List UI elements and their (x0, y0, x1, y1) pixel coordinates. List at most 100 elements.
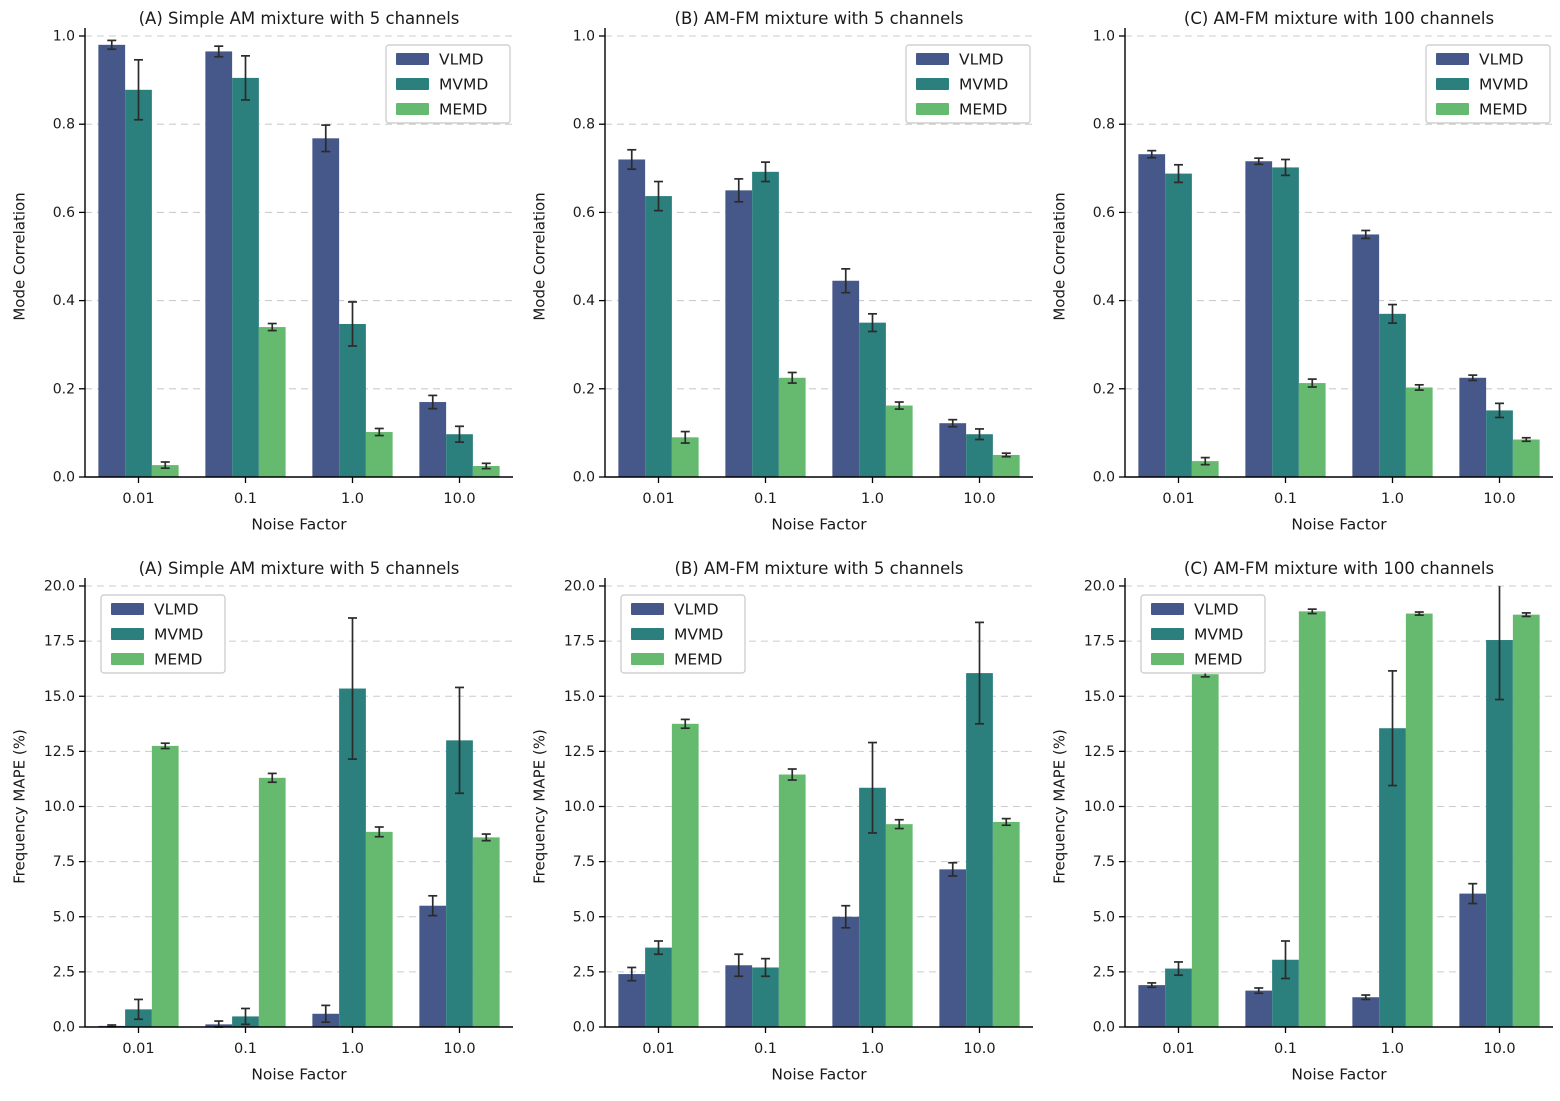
grid-layer: 0.0 0.2 0.4 0.6 0.8 1.0 (573, 29, 1033, 486)
grid-layer: 0.0 2.5 5.0 7.5 10.0 12.5 15.0 17.5 20.0 (1084, 579, 1553, 1036)
legend-swatch-MVMD (631, 628, 664, 640)
legend-label-MVMD: MVMD (1194, 626, 1243, 644)
legend-label-VLMD: VLMD (154, 601, 199, 619)
bar-MEMD-1.0 (885, 405, 913, 477)
y-tick-label: 0.2 (573, 381, 595, 397)
x-axis-label: Noise Factor (251, 516, 347, 534)
legend-swatch-MEMD (396, 103, 429, 115)
legend-label-MVMD: MVMD (1479, 76, 1528, 94)
bars-layer (1138, 149, 1540, 478)
legend-swatch-MVMD (1436, 78, 1469, 90)
bar-VLMD-1.0 (1352, 234, 1380, 477)
x-tick-label: 0.01 (642, 1041, 674, 1057)
x-tick-label: 0.1 (234, 1041, 257, 1057)
x-tick-label: 0.01 (1162, 1041, 1194, 1057)
legend-label-MVMD: MVMD (154, 626, 203, 644)
grid-layer: 0.0 2.5 5.0 7.5 10.0 12.5 15.0 17.5 20.0 (564, 579, 1033, 1036)
y-tick-label: 0.2 (1093, 381, 1115, 397)
y-tick-label: 0.0 (1093, 470, 1115, 486)
y-tick-label: 5.0 (53, 909, 75, 925)
chart-title: (A) Simple AM mixture with 5 channels (138, 9, 460, 28)
legend-label-VLMD: VLMD (439, 51, 484, 69)
legend-swatch-MVMD (396, 78, 429, 90)
y-tick-label: 1.0 (1093, 29, 1115, 45)
x-tick-label: 10.0 (1483, 491, 1515, 507)
bar-MEMD-0.1 (1298, 611, 1326, 1027)
bar-MVMD-1.0 (1379, 313, 1406, 477)
bar-MEMD-0.01 (1191, 461, 1219, 477)
legend-label-VLMD: VLMD (959, 51, 1004, 69)
legend-label-MEMD: MEMD (674, 651, 723, 669)
bar-chart-mode-corr-c: 0.0 0.2 0.4 0.6 0.8 1.0 0.01 0.1 1.0 10.0 Noise Fa… (1051, 28, 1553, 534)
bar-MEMD-1.0 (885, 824, 913, 1027)
bar-MEMD-1.0 (1405, 387, 1433, 477)
legend: VLMD MVMD MEMD (385, 44, 511, 124)
chart-title: (B) AM-FM mixture with 5 channels (674, 9, 964, 28)
legend-label-MVMD: MVMD (674, 626, 723, 644)
y-tick-label: 0.4 (573, 293, 595, 309)
y-tick-label: 0.0 (53, 470, 75, 486)
bar-MVMD-0.01 (645, 947, 672, 1027)
y-tick-label: 1.0 (53, 29, 75, 45)
legend-swatch-MVMD (111, 628, 144, 640)
x-axis-label: Noise Factor (771, 1066, 867, 1084)
x-tick-label: 0.01 (122, 491, 154, 507)
chart-title: (C) AM-FM mixture with 100 channels (1183, 9, 1495, 28)
legend-label-VLMD: VLMD (1194, 601, 1239, 619)
legend-label-MVMD: MVMD (439, 76, 488, 94)
bar-MVMD-0.1 (752, 967, 779, 1027)
legend-swatch-MEMD (111, 653, 144, 665)
bar-MEMD-10.0 (992, 821, 1020, 1027)
bar-MVMD-10.0 (1486, 640, 1513, 1027)
bar-VLMD-10.0 (1459, 377, 1487, 477)
y-tick-label: 17.5 (1084, 634, 1115, 650)
legend-swatch-MEMD (1436, 103, 1469, 115)
legend: VLMD MVMD MEMD (620, 594, 746, 674)
y-tick-label: 15.0 (44, 689, 75, 705)
x-tick-label: 1.0 (861, 491, 884, 507)
legend-swatch-VLMD (1436, 53, 1469, 65)
x-axis-label: Noise Factor (1291, 1066, 1387, 1084)
x-tick-label: 10.0 (963, 1041, 995, 1057)
y-tick-label: 0.0 (53, 1020, 75, 1036)
bar-VLMD-1.0 (1352, 997, 1380, 1027)
bar-MEMD-10.0 (472, 837, 500, 1027)
legend: VLMD MVMD MEMD (1425, 44, 1551, 124)
bar-MVMD-0.01 (125, 89, 152, 477)
legend: VLMD MVMD MEMD (100, 594, 226, 674)
bar-MEMD-0.01 (671, 437, 699, 477)
grid-layer: 0.0 0.2 0.4 0.6 0.8 1.0 (1093, 29, 1553, 486)
legend: VLMD MVMD MEMD (1140, 594, 1266, 674)
bar-MEMD-0.1 (778, 774, 806, 1027)
y-axis-label: Frequency MAPE (%) (11, 729, 29, 884)
y-tick-label: 0.6 (573, 205, 595, 221)
chart-title: (B) AM-FM mixture with 5 channels (674, 559, 964, 578)
y-tick-label: 10.0 (564, 799, 595, 815)
bar-MVMD-1.0 (339, 323, 366, 477)
y-tick-label: 0.0 (573, 470, 595, 486)
legend-swatch-MEMD (1151, 653, 1184, 665)
legend-label-VLMD: VLMD (674, 601, 719, 619)
bar-VLMD-1.0 (832, 280, 860, 477)
bar-MEMD-0.1 (1298, 383, 1326, 477)
x-axis-label: Noise Factor (1291, 516, 1387, 534)
legend-label-MEMD: MEMD (154, 651, 203, 669)
bar-MEMD-10.0 (1512, 439, 1540, 477)
bar-chart-mode-corr-b: 0.0 0.2 0.4 0.6 0.8 1.0 0.01 0.1 1.0 10.0 Noise Fa… (531, 28, 1033, 534)
y-tick-label: 17.5 (564, 634, 595, 650)
legend-swatch-VLMD (1151, 603, 1184, 615)
bar-MVMD-10.0 (966, 673, 993, 1027)
bar-MEMD-0.01 (151, 465, 179, 477)
x-tick-label: 0.1 (754, 1041, 777, 1057)
legend-swatch-MEMD (631, 653, 664, 665)
legend-swatch-MVMD (1151, 628, 1184, 640)
bar-VLMD-1.0 (832, 916, 860, 1027)
bar-VLMD-0.1 (205, 51, 233, 478)
bar-MEMD-1.0 (1405, 613, 1433, 1027)
y-axis-label: Frequency MAPE (%) (531, 729, 549, 884)
x-tick-label: 10.0 (443, 491, 475, 507)
y-tick-label: 5.0 (1093, 909, 1115, 925)
y-tick-label: 15.0 (564, 689, 595, 705)
y-tick-label: 20.0 (44, 579, 75, 595)
bar-MEMD-0.01 (671, 723, 699, 1027)
